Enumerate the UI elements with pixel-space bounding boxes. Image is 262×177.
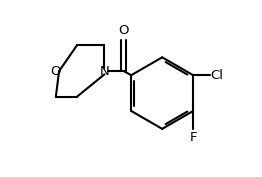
Text: O: O [118,24,129,37]
Text: N: N [100,65,109,78]
Text: O: O [51,65,61,78]
Text: F: F [189,131,197,144]
Text: Cl: Cl [211,69,223,82]
